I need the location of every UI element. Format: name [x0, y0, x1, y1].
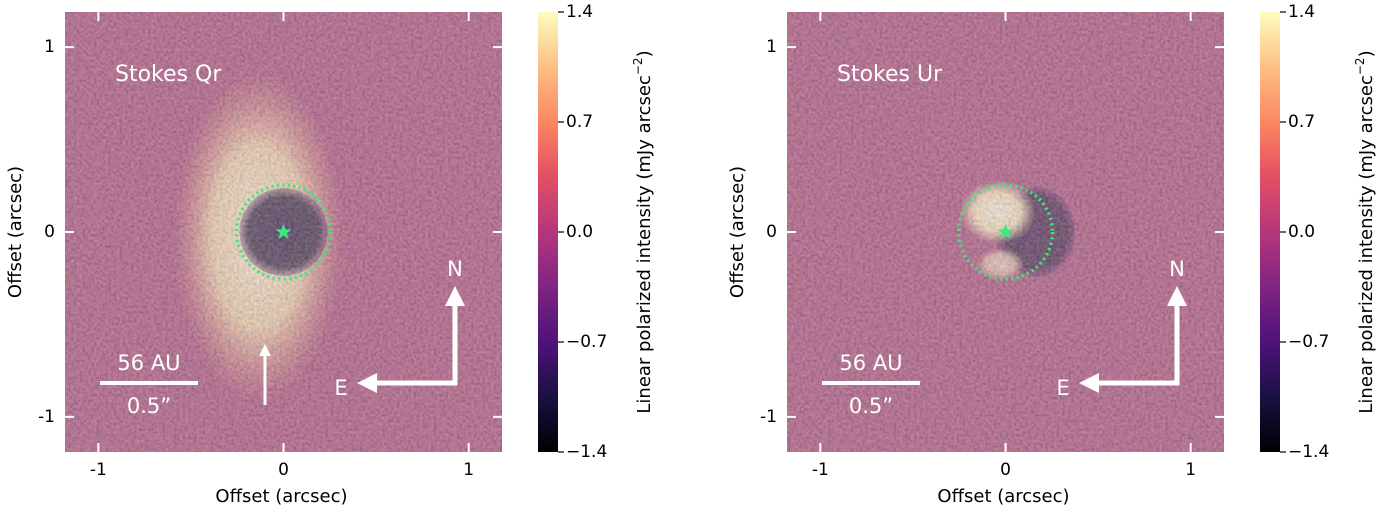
east-label: E	[334, 376, 347, 400]
colorbar	[538, 12, 558, 452]
x-tick-label: -1	[90, 460, 107, 480]
panel: -1 0 1 -1 0 1 Offset (arcsec) Offset (arcsec) St…	[727, 2, 1377, 507]
x-tick-label: 1	[1185, 460, 1196, 480]
colorbar-tick-label: 1.4	[566, 2, 593, 22]
mask-circle	[956, 183, 1055, 281]
colorbar-label: Linear polarized intensity (mJy arcsec−2…	[1353, 50, 1378, 413]
scale-bar-top: 56 AU	[117, 351, 180, 375]
x-tick-label: 0	[278, 460, 289, 480]
y-tick-label: 0	[766, 222, 777, 242]
colorbar-label-text: Linear polarized intensity (mJy arcsec	[634, 75, 655, 413]
scale-bar-bottom: 0.5”	[849, 394, 893, 418]
scale-bar-top: 56 AU	[839, 351, 902, 375]
y-tick-label: 1	[766, 37, 777, 57]
colorbar-tick-label: 0.0	[1288, 222, 1315, 242]
star	[997, 224, 1014, 239]
colorbar-tick-label: −0.7	[1288, 332, 1329, 352]
colorbar-label-end: )	[1356, 50, 1377, 57]
panel-label: Stokes Ur	[837, 62, 943, 87]
colorbar-tick-label: −1.4	[1288, 442, 1329, 462]
colorbar	[1260, 12, 1280, 452]
east-label: E	[1056, 376, 1069, 400]
y-axis-label: Offset (arcsec)	[727, 166, 748, 298]
colorbar-label-exponent: −2	[631, 57, 645, 75]
colorbar-label-text: Linear polarized intensity (mJy arcsec	[1356, 75, 1377, 413]
colorbar-label-end: )	[634, 50, 655, 57]
x-tick-label: 1	[463, 460, 474, 480]
colorbar-label-exponent: −2	[1353, 57, 1367, 75]
panel-label: Stokes Qr	[115, 62, 222, 87]
star	[275, 224, 292, 239]
scale-bar-bottom: 0.5”	[127, 394, 171, 418]
x-tick-label: 0	[1000, 460, 1011, 480]
panel: -1 0 1 -1 0 1 Offset (arcsec) Offset (arcsec) St…	[5, 2, 655, 507]
x-tick-label: -1	[812, 460, 829, 480]
mask-circle	[234, 183, 333, 281]
x-axis-label: Offset (arcsec)	[215, 486, 347, 507]
colorbar-tick-label: 0.0	[566, 222, 593, 242]
y-tick-label: 0	[44, 222, 55, 242]
y-tick-label: 1	[44, 37, 55, 57]
north-label: N	[1169, 257, 1185, 281]
image	[65, 12, 502, 452]
north-label: N	[447, 257, 463, 281]
colorbar-tick-label: 0.7	[1288, 112, 1315, 132]
y-tick-label: -1	[38, 407, 55, 427]
y-axis-label: Offset (arcsec)	[5, 166, 26, 298]
colorbar-tick-label: −1.4	[566, 442, 607, 462]
y-tick-label: -1	[760, 407, 777, 427]
colorbar-label: Linear polarized intensity (mJy arcsec−2…	[631, 50, 656, 413]
colorbar-tick-label: −0.7	[566, 332, 607, 352]
colorbar-tick-label: 1.4	[1288, 2, 1315, 22]
x-axis-label: Offset (arcsec)	[937, 486, 1069, 507]
colorbar-tick-label: 0.7	[566, 112, 593, 132]
